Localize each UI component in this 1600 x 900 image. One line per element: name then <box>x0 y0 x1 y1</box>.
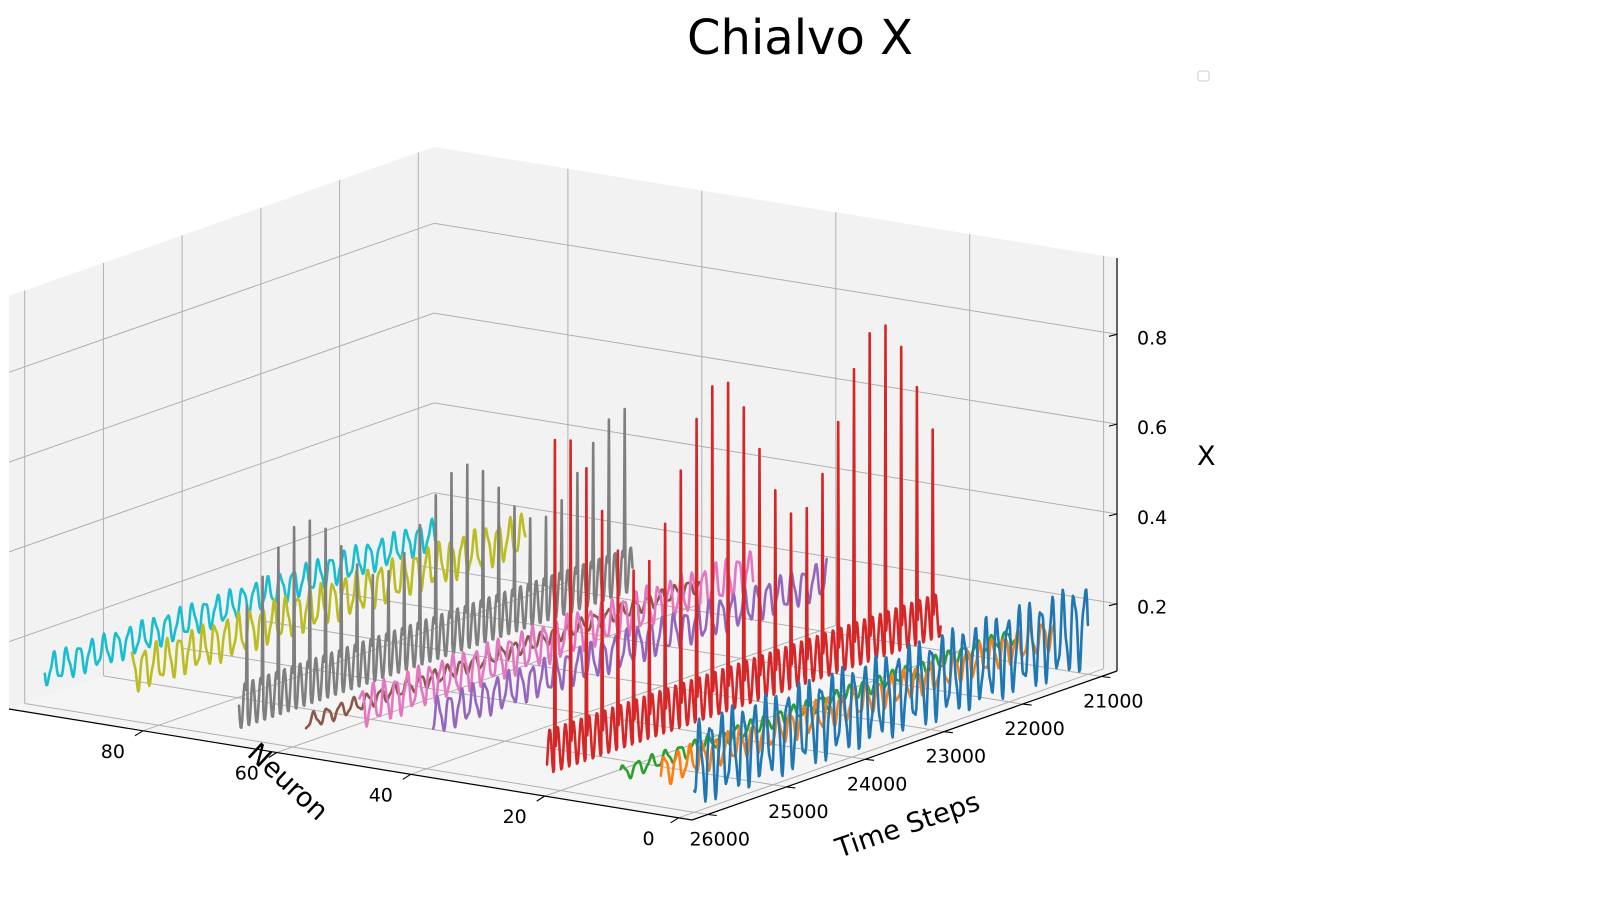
z-tick-label: 0.6 <box>1137 417 1167 439</box>
data-series <box>43 324 1090 803</box>
grid-line <box>433 312 1118 425</box>
z-tick-mark <box>1108 513 1118 517</box>
y-tick-mark <box>536 795 545 802</box>
z-axis-label: X <box>1197 441 1216 472</box>
grid-line <box>142 581 569 732</box>
y-tick-mark <box>670 817 679 824</box>
series-neuron-68 <box>237 407 634 730</box>
x-tick-label: 24000 <box>847 773 907 795</box>
grid-line <box>433 402 1118 515</box>
x-tick-mark <box>786 786 796 789</box>
series-neuron-0 <box>692 588 1090 803</box>
tick-labels: 21000 22000 23000 24000 25000 26000 0 20 40 60 80 0… <box>101 327 1167 850</box>
grid-line <box>24 703 708 815</box>
y-tick-label: 80 <box>101 741 125 763</box>
x-tick-label: 23000 <box>926 746 986 768</box>
z-tick-mark <box>1108 603 1118 607</box>
grid-line <box>410 624 836 775</box>
y-axis-line <box>8 708 693 821</box>
x-tick-label: 21000 <box>1083 691 1143 713</box>
x-tick-mark <box>707 813 717 817</box>
grid-line <box>8 312 435 463</box>
y-tick-label: 40 <box>369 784 393 806</box>
y-tick-mark <box>402 773 412 780</box>
x-tick-mark <box>865 758 875 761</box>
series-neuron-22 <box>545 324 942 774</box>
x-axis-line <box>691 670 1118 821</box>
series-neuron-97 <box>43 517 440 687</box>
x-tick-label: 26000 <box>689 829 749 851</box>
legend-box <box>1197 70 1210 82</box>
grid-line <box>8 222 435 373</box>
x-tick-mark <box>1101 675 1111 679</box>
y-tick-label: 0 <box>643 828 655 850</box>
y-tick-mark <box>134 730 144 737</box>
grid-line <box>8 492 435 643</box>
chart-title: Chialvo X <box>687 10 913 66</box>
z-tick-label: 0.4 <box>1137 507 1167 529</box>
z-tick-mark <box>1108 333 1118 337</box>
grid-line <box>678 668 1104 819</box>
z-tick-mark <box>1108 423 1118 427</box>
z-tick-label: 0.8 <box>1137 327 1167 349</box>
y-tick-label: 20 <box>503 806 527 828</box>
axes <box>8 258 1118 824</box>
x-tick-mark <box>1022 703 1032 706</box>
x-tick-label: 22000 <box>1004 718 1064 740</box>
grid-line <box>8 402 435 553</box>
series-neuron-84 <box>130 512 527 693</box>
y-tick-label: 60 <box>235 763 259 785</box>
grid-line <box>433 222 1118 335</box>
x-tick-mark <box>943 731 953 734</box>
x-axis-label: Time Steps <box>831 786 984 865</box>
x-tick-label: 25000 <box>768 801 828 823</box>
pane-neuron-wall <box>434 147 1117 671</box>
y-tick-mark <box>268 752 278 758</box>
z-tick-label: 0.2 <box>1137 597 1167 619</box>
